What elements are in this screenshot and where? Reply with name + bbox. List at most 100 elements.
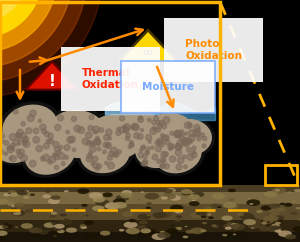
- Circle shape: [38, 119, 41, 122]
- Ellipse shape: [106, 209, 110, 211]
- Circle shape: [184, 122, 191, 129]
- Circle shape: [91, 162, 94, 165]
- Ellipse shape: [154, 135, 202, 173]
- Circle shape: [106, 143, 110, 147]
- Ellipse shape: [167, 228, 178, 234]
- Circle shape: [162, 159, 166, 163]
- Circle shape: [187, 147, 191, 152]
- Ellipse shape: [146, 206, 151, 209]
- Circle shape: [131, 123, 138, 130]
- Circle shape: [108, 162, 114, 169]
- Circle shape: [16, 149, 20, 153]
- Ellipse shape: [263, 219, 274, 224]
- Ellipse shape: [51, 222, 58, 225]
- Circle shape: [93, 156, 98, 162]
- Circle shape: [151, 146, 154, 149]
- Ellipse shape: [225, 227, 232, 230]
- Circle shape: [119, 116, 124, 121]
- Circle shape: [113, 152, 119, 157]
- Ellipse shape: [250, 218, 261, 223]
- Ellipse shape: [285, 234, 296, 239]
- Circle shape: [48, 138, 54, 144]
- Circle shape: [105, 161, 108, 165]
- Ellipse shape: [163, 189, 173, 193]
- Ellipse shape: [271, 224, 280, 227]
- Ellipse shape: [74, 208, 78, 210]
- Circle shape: [143, 159, 148, 164]
- Ellipse shape: [205, 207, 212, 210]
- Ellipse shape: [49, 215, 56, 218]
- Ellipse shape: [278, 230, 292, 237]
- Circle shape: [52, 153, 57, 157]
- Ellipse shape: [51, 212, 57, 215]
- Ellipse shape: [267, 207, 281, 213]
- Circle shape: [117, 127, 120, 131]
- Circle shape: [128, 145, 132, 149]
- Ellipse shape: [271, 226, 280, 230]
- Circle shape: [13, 140, 19, 146]
- Ellipse shape: [140, 228, 151, 233]
- Circle shape: [142, 145, 145, 148]
- Circle shape: [125, 137, 129, 141]
- Circle shape: [188, 129, 195, 136]
- Circle shape: [142, 161, 148, 166]
- Circle shape: [154, 116, 158, 121]
- Ellipse shape: [60, 213, 67, 217]
- Circle shape: [29, 160, 36, 167]
- Circle shape: [55, 124, 61, 131]
- Circle shape: [88, 151, 92, 155]
- Circle shape: [116, 130, 121, 136]
- Ellipse shape: [163, 193, 176, 200]
- Ellipse shape: [160, 231, 165, 233]
- Ellipse shape: [264, 191, 278, 197]
- Ellipse shape: [39, 230, 48, 235]
- Circle shape: [194, 124, 200, 131]
- Ellipse shape: [30, 194, 35, 196]
- Ellipse shape: [169, 195, 181, 201]
- Circle shape: [97, 164, 102, 169]
- Circle shape: [7, 146, 14, 153]
- Ellipse shape: [175, 219, 180, 222]
- Circle shape: [174, 132, 180, 138]
- Circle shape: [91, 142, 94, 145]
- Ellipse shape: [15, 226, 19, 228]
- Bar: [0, 2, 220, 185]
- Ellipse shape: [8, 190, 16, 193]
- Circle shape: [44, 131, 50, 137]
- Circle shape: [182, 132, 185, 135]
- Circle shape: [110, 147, 117, 154]
- Bar: [0, 232, 300, 242]
- Circle shape: [93, 130, 97, 134]
- Ellipse shape: [143, 229, 157, 235]
- Circle shape: [71, 116, 76, 121]
- Ellipse shape: [92, 205, 105, 211]
- Circle shape: [22, 140, 26, 144]
- Ellipse shape: [275, 222, 281, 224]
- Circle shape: [0, 0, 10, 5]
- Ellipse shape: [185, 230, 194, 234]
- Circle shape: [58, 153, 65, 159]
- Circle shape: [14, 110, 18, 114]
- Ellipse shape: [227, 223, 240, 229]
- Ellipse shape: [23, 196, 29, 199]
- Circle shape: [95, 166, 100, 171]
- Ellipse shape: [11, 205, 15, 207]
- Circle shape: [183, 140, 190, 147]
- Ellipse shape: [77, 188, 89, 194]
- Circle shape: [177, 140, 183, 147]
- Ellipse shape: [165, 116, 215, 158]
- Ellipse shape: [64, 190, 69, 192]
- Ellipse shape: [287, 191, 292, 193]
- Ellipse shape: [112, 202, 127, 209]
- Ellipse shape: [13, 211, 21, 215]
- Ellipse shape: [103, 207, 110, 210]
- Ellipse shape: [176, 215, 182, 218]
- Circle shape: [124, 128, 129, 133]
- Ellipse shape: [120, 192, 133, 198]
- Circle shape: [165, 140, 170, 145]
- Ellipse shape: [0, 233, 8, 240]
- Circle shape: [119, 127, 125, 133]
- Circle shape: [174, 130, 181, 137]
- Ellipse shape: [81, 204, 88, 207]
- Ellipse shape: [207, 214, 211, 216]
